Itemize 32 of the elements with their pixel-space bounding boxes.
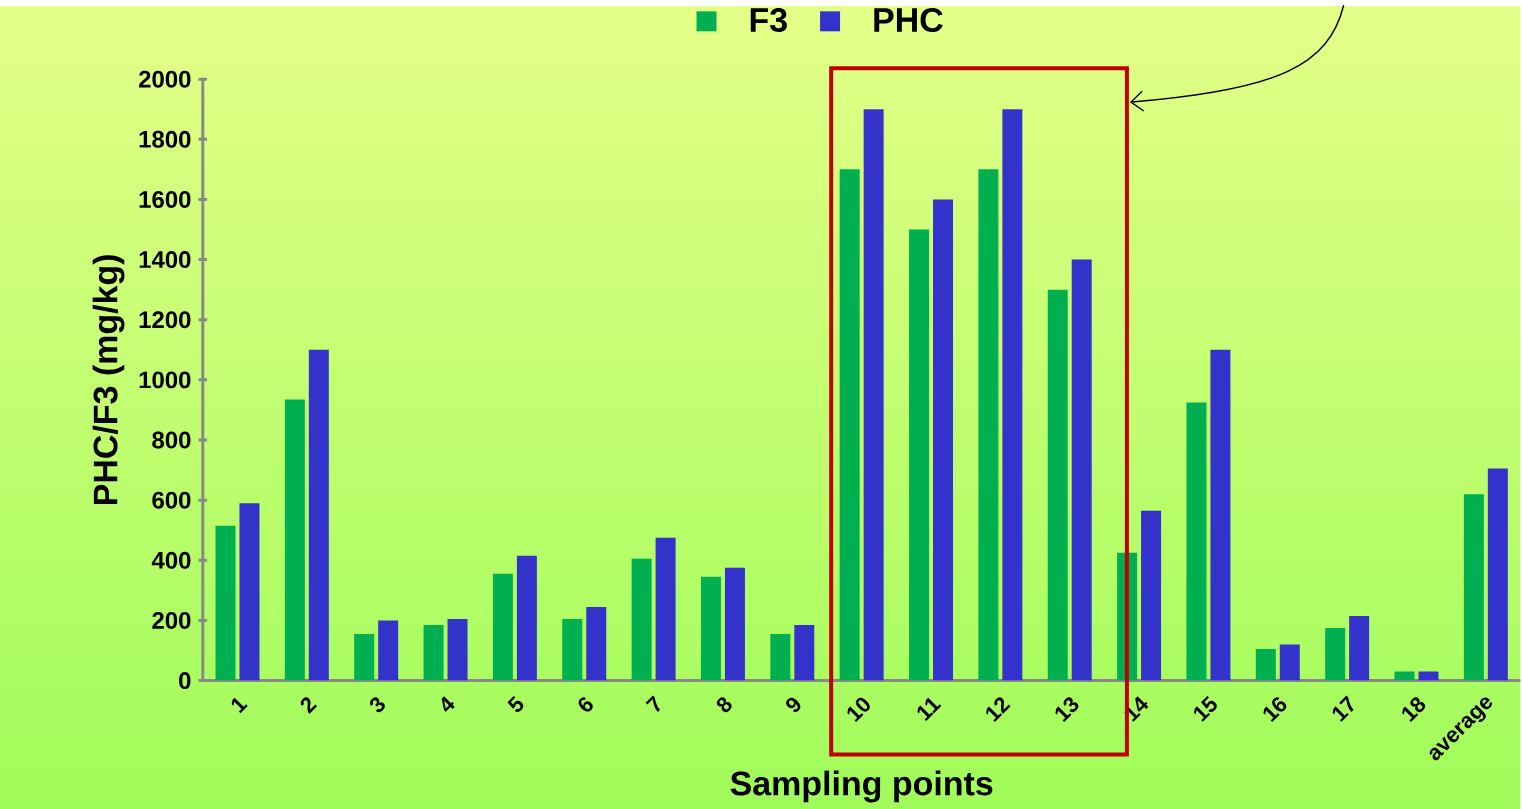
y-tick-label: 800 [152, 431, 191, 449]
x-tick-label: 11 [917, 697, 942, 721]
x-tick-label: 2 [300, 697, 318, 714]
x-tick-label: 10 [847, 697, 870, 722]
y-tick-label: 2000 [138, 70, 191, 88]
y-tick-label: 600 [152, 491, 191, 509]
y-tick-label: 1600 [139, 190, 191, 208]
x-tick-label: 9 [786, 697, 801, 712]
x-tick-label: 1 [231, 697, 248, 713]
y-tick-label: 1800 [139, 130, 191, 148]
legend-label: F3 [750, 7, 787, 32]
x-axis-title: Sampling points [730, 770, 993, 803]
x-tick-label: 3 [370, 697, 385, 712]
x-tick-label: 5 [507, 695, 524, 712]
x-tick-label: 8 [716, 697, 732, 712]
y-axis-title: PHC/F3 (mg/kg) [92, 254, 125, 504]
legend-label: PHC [874, 7, 943, 32]
x-tick-label: 6 [578, 697, 593, 712]
y-tick-label: 1200 [139, 311, 191, 328]
x-tick-label: 17 [1332, 695, 1354, 722]
x-tick-label: 15 [1193, 695, 1217, 722]
x-tick-label: 4 [441, 696, 455, 712]
x-tick-label: 18 [1402, 697, 1426, 722]
y-tick-label: 1400 [139, 250, 191, 268]
y-tick-label: 200 [152, 611, 191, 629]
y-tick-label: 1000 [139, 371, 191, 389]
x-tick-label: 12 [986, 697, 1011, 722]
x-tick-label: 13 [1055, 697, 1079, 722]
y-tick-label: 400 [151, 551, 191, 569]
x-tick-label: 7 [645, 695, 661, 712]
y-tick-label: 0 [179, 671, 191, 689]
x-tick-label: 16 [1263, 697, 1287, 722]
